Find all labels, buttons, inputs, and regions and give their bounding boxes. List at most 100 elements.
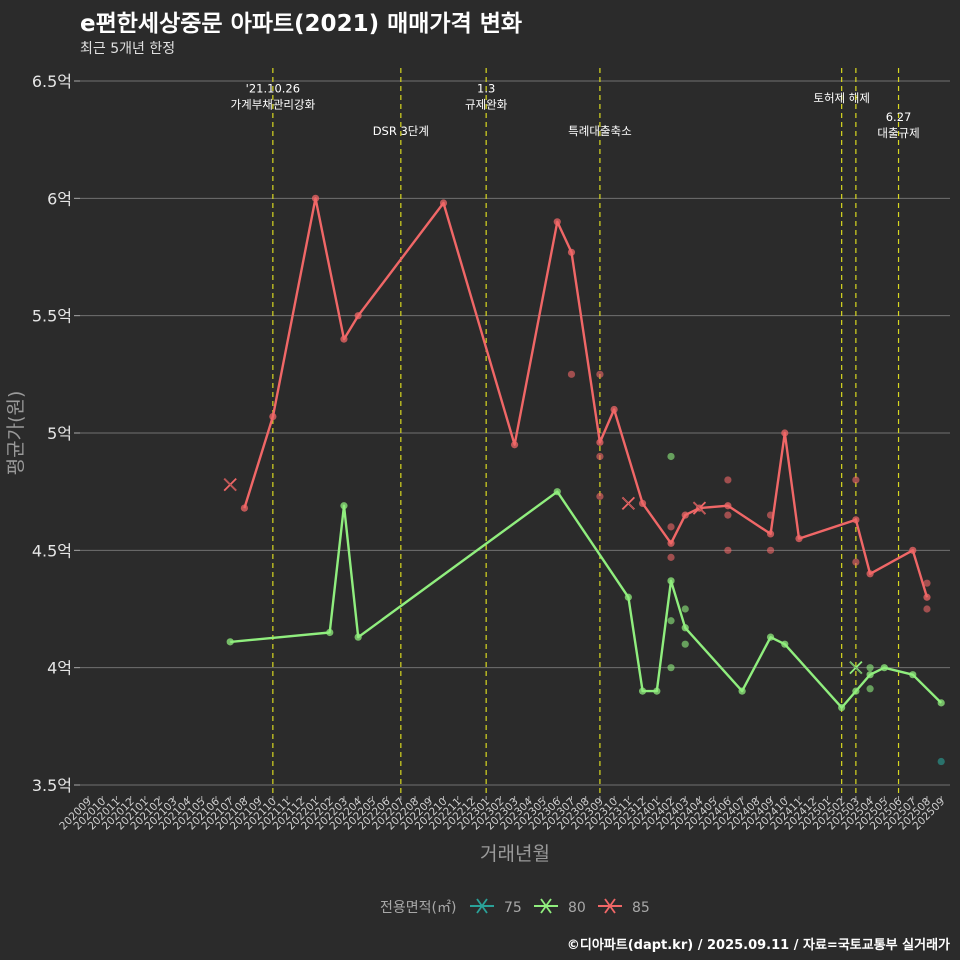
cross-marker [849,661,863,675]
data-point [766,546,775,554]
data-point [667,617,675,625]
gridlines [80,80,950,786]
data-point [567,370,576,378]
line-point [909,671,917,679]
line-point [738,687,746,695]
legend-item-75: 75 [470,898,522,916]
legend-item-80: 80 [534,898,586,916]
line-point [638,499,647,507]
line-point [240,504,249,512]
cross-shade [849,661,863,674]
data-point [724,476,732,484]
line-point [226,638,234,646]
cross-shade [223,478,237,491]
event-label: DSR 3단계 [373,124,429,138]
line-point [795,535,803,543]
line-point [937,699,945,707]
y-tick-label: 4억 [47,659,72,678]
line-point [766,530,775,538]
line-point [269,412,277,421]
line-point [340,502,348,510]
line-point [439,199,448,207]
data-point [667,452,675,461]
line-point [596,438,604,446]
data-point [866,664,874,672]
line-point [681,511,689,519]
event-label: 특례대출축소 [568,124,631,138]
y-tick-label: 6억 [47,189,72,208]
line-point [866,671,874,679]
data-point [596,370,604,378]
chart-title: e편한세상중문 아파트(2021) 매매가격 변화 [80,11,523,37]
line-point [681,624,689,632]
data-point [681,640,689,648]
data-point [923,579,931,587]
line-point [653,687,661,695]
cross-marker [223,477,237,492]
event-label: 가계부채관리강화 [231,98,316,112]
line-point [667,539,675,547]
line-point [852,687,860,695]
event-label: 토허제 해제 [813,91,870,105]
legend-title: 전용면적(㎡) [380,900,456,916]
event-label: 규제완화 [465,98,508,112]
series-85 [223,194,931,613]
line-point [852,516,860,524]
cross-marker [621,496,635,511]
chart-subtitle: 최근 5개년 한정 [80,41,176,57]
legend-cross [540,898,552,914]
legend-cross [476,898,488,914]
data-point [937,757,945,766]
series [223,194,945,766]
series-line [230,490,943,709]
data-point [667,523,675,531]
line-point [553,488,561,496]
legend-label: 80 [568,900,586,916]
data-point [724,546,732,554]
line-point [510,441,519,449]
line-point [567,248,576,256]
line-point [553,218,561,226]
event-label: 대출규제 [877,126,919,140]
legend-item-85: 85 [598,898,650,916]
y-axis-title: 평균가(원) [5,391,27,476]
legend-label: 85 [632,900,650,916]
line-point [909,546,917,554]
cross-marker [692,501,707,515]
line-point [610,405,618,414]
data-point [724,511,732,519]
line-point [866,570,874,578]
data-point [667,664,675,672]
data-point [852,558,860,566]
source-caption: ©디아파트(dapt.kr) / 2025.09.11 / 자료=국토교통부 실… [566,938,950,953]
data-point [852,476,860,484]
data-point [667,553,675,561]
data-point [596,452,604,461]
y-tick-label: 5.5억 [32,307,72,326]
cross-shade [693,501,706,515]
event-label: '21.10.26 [246,82,300,96]
event-label: 1.3 [477,82,495,96]
line-point [326,628,334,637]
event-label: 6.27 [886,110,912,124]
data-point [596,492,604,500]
data-point [866,685,874,693]
line-point [724,502,732,510]
y-tick-label: 6.5억 [32,72,72,91]
legend-label: 75 [504,900,522,916]
line-point [781,429,789,437]
line-point [766,633,775,641]
y-tick-label: 4.5억 [32,541,72,560]
line-point [354,633,362,641]
y-tick-label: 5억 [47,424,72,443]
line-point [311,194,320,202]
x-axis-title: 거래년월 [480,843,550,865]
y-tick-label: 3.5억 [32,776,72,795]
line-point [624,593,632,601]
line-point [354,312,362,320]
line-point [667,577,675,585]
line-point [781,640,789,648]
line-point [923,593,931,601]
